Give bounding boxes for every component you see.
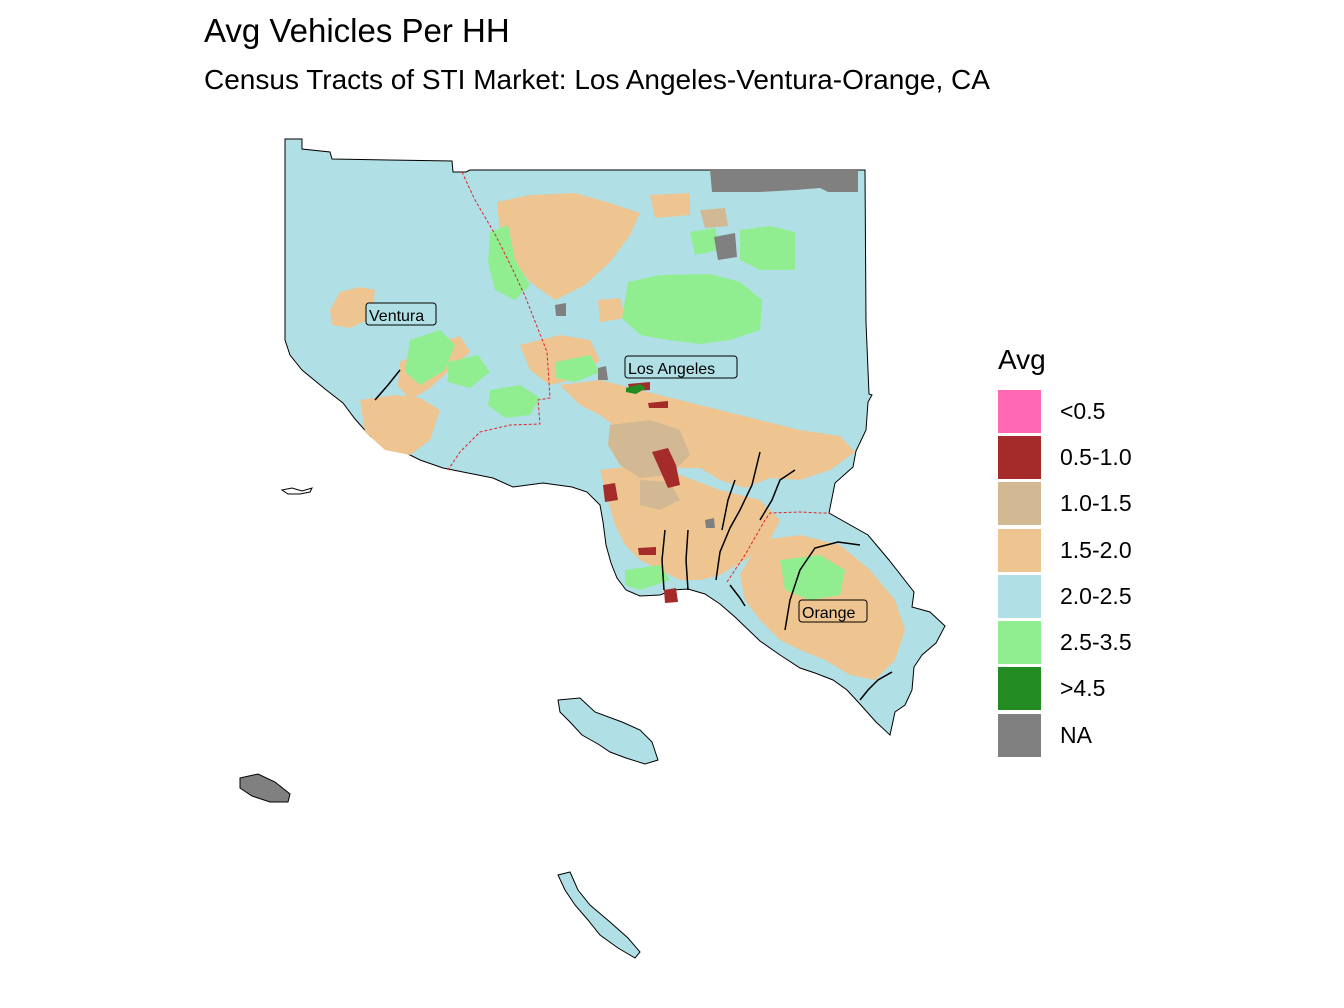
legend-label: <0.5 [1060, 397, 1106, 424]
svg-text:Ventura: Ventura [369, 308, 424, 325]
legend-swatch [998, 621, 1041, 665]
legend-item: >4.5 [998, 666, 1132, 712]
legend-item: 0.5-1.0 [998, 434, 1132, 480]
county-boundaries [447, 171, 829, 583]
legend-swatch [998, 713, 1041, 757]
legend-item: 2.5-3.5 [998, 619, 1132, 665]
legend-swatch [998, 435, 1041, 479]
legend-item: 2.0-2.5 [998, 573, 1132, 619]
tracts-2p5-3p5 [405, 225, 845, 600]
river-lines [374, 369, 893, 701]
legend-items: <0.5 0.5-1.0 1.0-1.5 1.5-2.0 2.0-2.5 2.5-3.5 >… [998, 388, 1132, 758]
legend-swatch [998, 482, 1041, 526]
san-clemente-island [557, 871, 641, 959]
page-title: Avg Vehicles Per HH [204, 12, 510, 49]
legend-item: 1.5-2.0 [998, 527, 1132, 573]
county-label-los-angeles: Los Angeles [624, 355, 738, 379]
svg-text:Orange: Orange [802, 605, 855, 622]
county-label-ventura: Ventura [365, 302, 437, 326]
legend-item: <0.5 [998, 388, 1132, 434]
legend-label: 1.0-1.5 [1060, 490, 1132, 517]
legend-label: NA [1060, 721, 1092, 748]
legend-label: 2.0-2.5 [1060, 582, 1132, 609]
page-subtitle: Census Tracts of STI Market: Los Angeles… [204, 64, 990, 95]
legend-item: 1.0-1.5 [998, 481, 1132, 527]
svg-text:Los Angeles: Los Angeles [628, 361, 715, 378]
legend-item: NA [998, 712, 1132, 758]
county-label-orange: Orange [798, 599, 868, 623]
santa-catalina-island [557, 697, 659, 765]
tract-gt-4p5 [626, 384, 646, 394]
legend-label: 0.5-1.0 [1060, 443, 1132, 470]
tracts-0p5-1p0 [603, 382, 680, 603]
legend-swatch [998, 667, 1041, 711]
legend-swatch [998, 574, 1041, 618]
tracts-1p5-2p0 [330, 193, 905, 680]
legend-label: >4.5 [1060, 675, 1106, 702]
legend: Avg <0.5 0.5-1.0 1.0-1.5 1.5-2.0 2.0-2.5 2.5-… [998, 344, 1132, 758]
legend-title: Avg [998, 344, 1046, 375]
legend-label: 2.5-3.5 [1060, 629, 1132, 656]
tracts-na [555, 170, 858, 528]
legend-label: 1.5-2.0 [1060, 536, 1132, 563]
san-nicolas-island [239, 773, 291, 803]
anacapa-island [280, 487, 313, 495]
legend-swatch [998, 389, 1041, 433]
legend-swatch [998, 528, 1041, 572]
